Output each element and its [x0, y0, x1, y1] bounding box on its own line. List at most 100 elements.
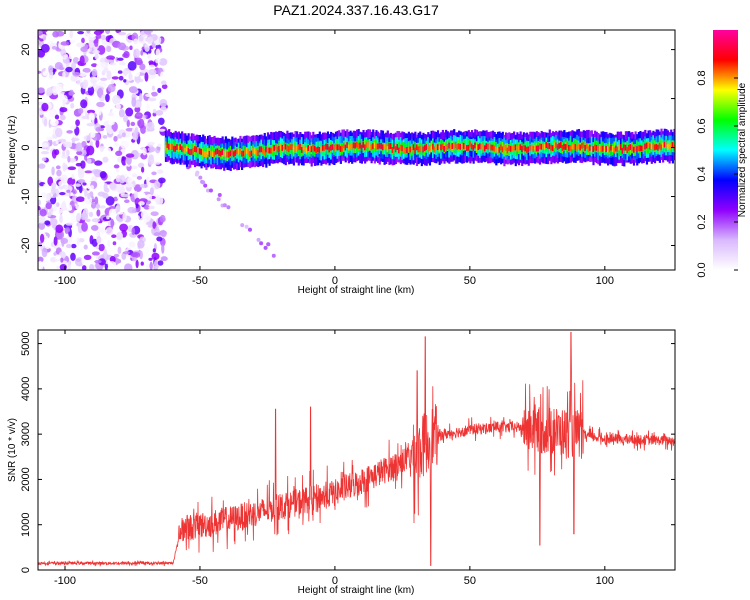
spectrogram-noise-cell	[60, 202, 67, 212]
spectrogram-noise-cell	[102, 192, 109, 199]
spectrogram-signal-cell	[671, 142, 674, 148]
snr-y-tick-label: 5000	[20, 331, 32, 355]
spectrogram-signal-cell	[284, 143, 287, 150]
spectrogram-noise-cell	[118, 61, 126, 66]
spectrogram-noise-cell	[46, 136, 54, 141]
spectrogram-noise-cell	[54, 62, 63, 70]
spectrogram-signal-cell	[355, 141, 359, 148]
spectrogram-signal-cell	[386, 146, 389, 153]
spectrogram-noise-cell	[54, 254, 61, 260]
spectrogram-tail-cell	[217, 192, 222, 197]
spectrogram-signal-cell	[166, 142, 169, 148]
spectrogram-noise-cell	[81, 37, 85, 44]
colorbar-tick-label: 0.0	[696, 262, 708, 277]
spectrogram-signal-cell	[589, 144, 592, 151]
spectrogram-signal-cell	[616, 146, 619, 153]
spectrogram-noise-cell	[44, 220, 51, 226]
spectrogram-noise-cell	[62, 162, 67, 172]
spectrogram-signal-cell	[194, 146, 197, 152]
spectrogram-noise-cell	[99, 170, 107, 179]
spectrogram-signal-cell	[210, 150, 213, 157]
spectrogram-noise-cell	[91, 63, 98, 68]
spectrogram-noise-cell	[52, 68, 57, 72]
spectrogram-noise-cell	[85, 218, 91, 223]
spectrogram-signal-cell	[406, 147, 409, 153]
spectrogram-noise-cell	[87, 85, 95, 96]
spectrogram-signal-cell	[597, 145, 600, 152]
spectrogram-signal-cell	[354, 142, 357, 149]
spectrogram-noise-cell	[94, 196, 99, 205]
spectrogram-frame	[37, 29, 676, 271]
spectrogram-noise-cell	[65, 149, 70, 156]
spectrogram-signal-cell	[216, 148, 219, 155]
spectrogram-signal-cell	[362, 141, 365, 148]
spectrogram-signal-cell	[572, 143, 576, 150]
spectrogram-noise-cell	[90, 78, 98, 84]
spectrogram-noise-cell	[80, 212, 89, 221]
spectrogram-noise-cell	[152, 248, 157, 253]
spectrogram-signal-cell	[274, 143, 278, 150]
spectrogram-noise-cell	[94, 259, 102, 264]
spectrogram-noise-cell	[151, 171, 157, 176]
spectrogram-noise-cell	[110, 80, 115, 85]
spectrogram-signal-cell	[454, 142, 457, 149]
spectrogram-signal-cell	[176, 144, 179, 150]
spectrogram-signal-cell	[283, 143, 286, 149]
spectrogram-noise-cell	[155, 48, 161, 58]
spectrogram-noise-cell	[56, 202, 60, 207]
spectrogram-signal-cell	[443, 145, 446, 152]
spectrogram-signal-cell	[427, 145, 430, 152]
spectrogram-signal-cell	[300, 147, 304, 153]
spectrogram-noise-cell	[157, 87, 162, 93]
spectrogram-noise-cell	[117, 156, 122, 163]
spectrogram-noise-cell	[80, 99, 88, 109]
spectrogram-signal-cell	[624, 144, 627, 151]
spectrogram-noise-cell	[137, 162, 145, 168]
spectrogram-signal-cell	[321, 144, 325, 151]
spectrogram-noise-cell	[90, 225, 99, 231]
spectrogram-noise-cell	[113, 164, 120, 169]
spectrogram-signal-cell	[276, 146, 279, 153]
spectrogram-signal-cell	[343, 142, 346, 149]
spectrogram-noise-cell	[88, 211, 94, 218]
spectrogram-signal-cell	[375, 143, 378, 150]
spectrogram-signal-cell	[331, 144, 334, 151]
spectrogram-noise-cell	[161, 84, 168, 90]
spectrogram-signal-cell	[396, 144, 399, 150]
spectrogram-signal-cell	[663, 141, 666, 148]
spectrogram-noise-cell	[148, 64, 156, 69]
spectrogram-noise-cell	[132, 251, 141, 259]
spectrogram-noise-cell	[46, 87, 53, 96]
spectrogram-noise-cell	[54, 149, 60, 156]
spectrogram-noise-cell	[71, 243, 77, 249]
spectrogram-signal-cell	[240, 150, 244, 157]
spectrogram-signal-cell	[568, 144, 571, 151]
spectrogram-noise-cell	[157, 260, 164, 266]
spectrogram-signal-cell	[585, 143, 589, 155]
spectrogram-signal-cell	[330, 144, 333, 151]
spectrogram-signal-cell	[509, 145, 513, 152]
spectrogram-signal-cell	[558, 142, 561, 149]
spectrogram-signal-cell	[245, 148, 249, 154]
spectrogram-noise-cell	[53, 203, 58, 212]
spectrogram-signal-cell	[488, 142, 491, 149]
spectrogram-noise-cell	[80, 46, 88, 53]
spectrogram-noise-cell	[139, 63, 146, 71]
spectrogram-noise-cell	[147, 146, 156, 153]
spectrogram-noise-cell	[60, 48, 67, 57]
spectrogram-signal-cell	[370, 144, 373, 151]
spectrogram-y-tick-label: -20	[20, 238, 32, 254]
spectrogram-signal-cell	[660, 144, 663, 151]
spectrogram-signal-cell	[644, 143, 647, 150]
spectrogram-signal-cell	[185, 145, 189, 152]
spectrogram-signal-cell	[474, 142, 477, 149]
spectrogram-noise-cell	[109, 182, 117, 190]
spectrogram-signal-cell	[190, 148, 193, 155]
spectrogram-signal-cell	[530, 144, 534, 151]
spectrogram-signal-cell	[365, 142, 368, 149]
spectrogram-signal-cell	[603, 146, 606, 153]
spectrogram-noise-cell	[147, 141, 156, 146]
spectrogram-noise-cell	[139, 183, 149, 189]
spectrogram-x-tick-label: 0	[332, 275, 338, 287]
spectrogram-noise-cell	[59, 114, 66, 121]
